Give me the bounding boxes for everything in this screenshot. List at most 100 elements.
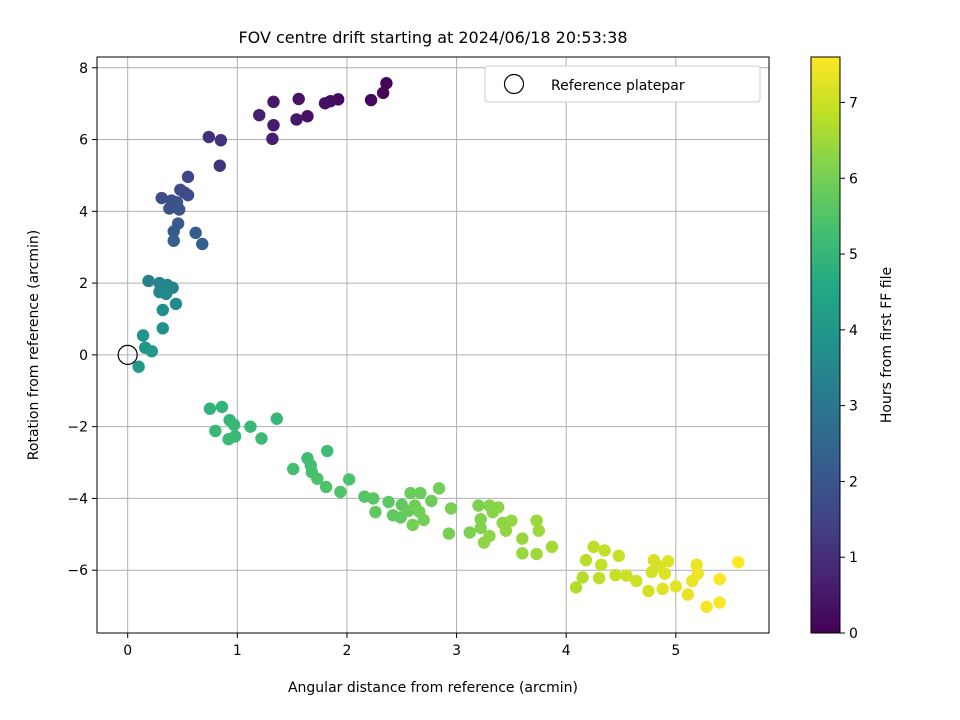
data-point xyxy=(444,502,458,515)
colorbar: 0 1 2 3 4 5 6 7 Hours from first FF file xyxy=(810,56,895,642)
data-point xyxy=(178,186,191,199)
data-point xyxy=(690,558,703,572)
data-point xyxy=(530,514,543,527)
data-point xyxy=(414,486,427,500)
data-point xyxy=(472,499,485,512)
data-point xyxy=(417,513,430,527)
data-point xyxy=(598,544,611,557)
data-point xyxy=(270,412,283,425)
data-point xyxy=(425,494,438,508)
x-tick-label: 5 xyxy=(671,643,680,659)
data-point xyxy=(587,540,600,554)
data-point xyxy=(189,226,202,240)
x-axis-ticks: 0 1 2 3 4 5 xyxy=(123,633,680,659)
data-point xyxy=(169,297,183,311)
colorbar-tick-label: 1 xyxy=(849,550,858,566)
data-point xyxy=(516,547,529,560)
y-tick-label: 6 xyxy=(79,133,88,149)
colorbar-gradient xyxy=(810,56,841,634)
data-point xyxy=(301,110,314,123)
data-point xyxy=(404,486,417,500)
data-point xyxy=(432,482,446,495)
data-point xyxy=(156,303,169,317)
data-point xyxy=(136,329,150,342)
data-point xyxy=(203,402,217,415)
data-point xyxy=(530,547,543,561)
data-point xyxy=(691,567,704,580)
data-point xyxy=(732,556,745,569)
data-point xyxy=(592,571,606,585)
data-point xyxy=(342,473,356,486)
data-point xyxy=(576,571,589,584)
y-tick-label: 0 xyxy=(79,348,88,364)
colorbar-tick-label: 5 xyxy=(849,247,858,263)
data-point xyxy=(214,134,228,147)
data-point xyxy=(656,582,669,596)
data-point xyxy=(609,569,622,582)
data-point xyxy=(463,526,476,539)
data-point xyxy=(267,118,280,132)
data-point xyxy=(255,432,268,445)
data-point xyxy=(321,444,334,458)
data-point xyxy=(532,524,545,537)
data-point xyxy=(334,485,347,499)
colorbar-tick-label: 7 xyxy=(849,95,858,111)
data-point xyxy=(382,495,395,509)
data-point xyxy=(612,549,626,563)
chart-title: FOV centre drift starting at 2024/06/18 … xyxy=(238,28,627,47)
data-point xyxy=(253,108,266,122)
data-point xyxy=(142,274,155,288)
data-point xyxy=(620,569,633,582)
data-point xyxy=(155,191,168,205)
data-point xyxy=(477,536,491,549)
y-tick-label: −4 xyxy=(67,491,88,507)
data-point xyxy=(287,462,300,476)
data-point xyxy=(545,540,559,554)
plot-frame xyxy=(96,56,770,634)
legend-box xyxy=(484,65,761,103)
data-point xyxy=(318,97,332,110)
data-point xyxy=(156,322,169,335)
data-point xyxy=(499,524,513,537)
data-point xyxy=(209,424,222,438)
data-point xyxy=(595,558,608,572)
colorbar-ticks: 0 1 2 3 4 5 6 7 xyxy=(840,95,858,642)
data-points xyxy=(132,76,745,614)
data-point xyxy=(181,170,195,184)
y-axis-ticks: −6 −4 −2 0 2 4 6 8 xyxy=(67,61,97,579)
data-point xyxy=(669,580,683,593)
data-point xyxy=(369,505,382,519)
data-point xyxy=(367,492,380,505)
data-point xyxy=(516,532,529,545)
x-tick-label: 2 xyxy=(342,643,351,659)
data-point xyxy=(159,287,173,301)
data-point xyxy=(173,203,186,216)
x-tick-label: 3 xyxy=(452,643,461,659)
legend-label: Reference platepar xyxy=(551,78,685,94)
data-point xyxy=(474,521,487,535)
data-point xyxy=(311,472,324,485)
y-axis-label: Rotation from reference (arcmin) xyxy=(26,230,42,460)
data-point xyxy=(376,86,390,100)
data-point xyxy=(406,518,419,532)
data-point xyxy=(227,418,241,432)
reference-marker xyxy=(117,344,138,365)
data-point xyxy=(132,360,145,373)
data-point xyxy=(661,555,675,568)
data-point xyxy=(167,225,180,238)
x-axis-label: Angular distance from reference (arcmin) xyxy=(288,680,578,696)
reference-point xyxy=(117,344,138,365)
data-point xyxy=(266,132,279,146)
legend: Reference platepar xyxy=(484,65,761,103)
data-point xyxy=(244,420,257,433)
colorbar-tick-label: 6 xyxy=(849,171,858,187)
data-point xyxy=(579,553,593,567)
data-point xyxy=(290,113,303,126)
data-point xyxy=(292,92,305,106)
data-point xyxy=(145,345,159,358)
colorbar-tick-label: 0 xyxy=(849,626,858,642)
data-point xyxy=(630,574,643,588)
data-point xyxy=(442,527,456,540)
y-tick-label: −2 xyxy=(67,420,88,436)
